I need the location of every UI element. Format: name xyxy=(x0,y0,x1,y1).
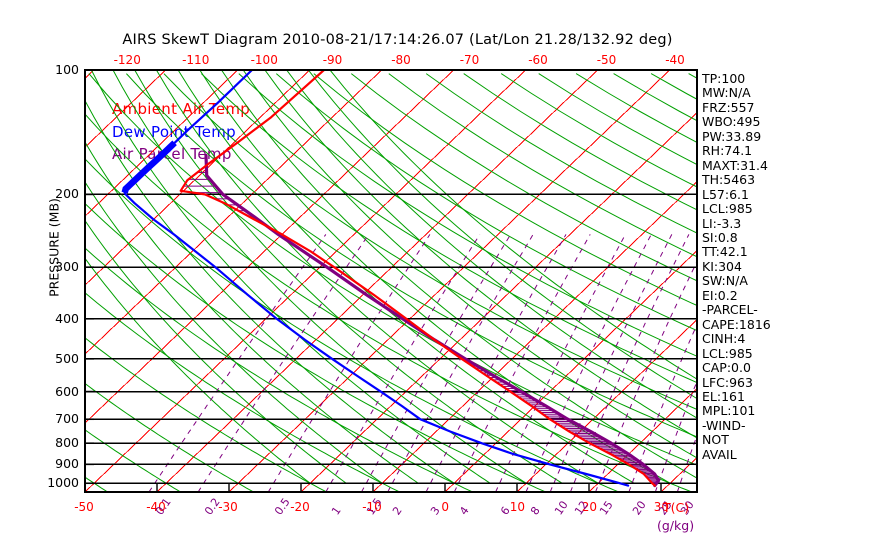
parameter-7: TH:5463 xyxy=(702,172,756,188)
parameter-panel: TP:100 MW:N/A FRZ:557 WBO:495 PW:33.89 RH:74.… xyxy=(702,71,862,462)
temp-tick-bottom-0: 0 xyxy=(441,500,450,514)
pressure-tick-100: 100 xyxy=(55,62,79,77)
parameter-17: CAPE:1816 xyxy=(702,316,771,332)
temp-tick-bottom--20: -20 xyxy=(290,500,310,514)
parameter-3: WBO:495 xyxy=(702,114,761,130)
mixing-ratio-tick-20: 20 xyxy=(630,498,649,518)
temp-tick-bottom--10: -10 xyxy=(362,500,382,514)
parameter-12: TT:42.1 xyxy=(702,244,748,260)
parameter-10: LI:-3.3 xyxy=(702,215,742,231)
temp-tick-top--100: -100 xyxy=(250,53,278,67)
temp-tick-bottom-10: 10 xyxy=(509,500,526,514)
parameter-25: NOT xyxy=(702,432,729,448)
parameter-24: -WIND- xyxy=(702,417,746,433)
parameter-14: SW:N/A xyxy=(702,273,748,289)
parameter-22: EL:161 xyxy=(702,388,745,404)
temp-tick-top--110: -110 xyxy=(182,53,210,67)
parameter-4: PW:33.89 xyxy=(702,128,762,144)
temp-tick-top--40: -40 xyxy=(665,53,685,67)
temp-tick-top--90: -90 xyxy=(322,53,343,67)
pressure-tick-500: 500 xyxy=(55,350,79,366)
parameter-9: LCL:985 xyxy=(702,201,753,217)
temp-tick-bottom--50: -50 xyxy=(74,500,94,514)
temp-tick-bottom-20: 20 xyxy=(581,500,598,514)
parameter-8: L57:6.1 xyxy=(702,186,749,202)
pressure-tick-700: 700 xyxy=(55,411,79,427)
parameter-21: LFC:963 xyxy=(702,374,753,390)
parameter-18: CINH:4 xyxy=(702,331,746,347)
pressure-tick-300: 300 xyxy=(55,259,79,275)
temp-tick-top--70: -70 xyxy=(459,53,480,67)
temp-tick-top--50: -50 xyxy=(596,53,617,67)
parameter-23: MPL:101 xyxy=(702,403,756,419)
pressure-tick-600: 600 xyxy=(55,383,79,399)
parameter-26: AVAIL xyxy=(702,446,737,462)
parameter-13: KI:304 xyxy=(702,258,742,274)
temp-tick-bottom-30: 30 xyxy=(653,500,670,514)
mixing-ratio-tick-0.2: 0.2 xyxy=(201,495,223,518)
mixing-ratio-tick-0.5: 0.5 xyxy=(271,495,293,518)
parameter-1: MW:N/A xyxy=(702,85,751,101)
parameter-0: TP:100 xyxy=(702,71,746,86)
pressure-tick-800: 800 xyxy=(55,435,79,451)
mixing-ratio-tick-15: 15 xyxy=(597,498,616,518)
pressure-tick-200: 200 xyxy=(55,186,79,202)
page-title: AIRS SkewT Diagram 2010-08-21/17:14:26.0… xyxy=(122,32,673,48)
parameter-2: FRZ:557 xyxy=(702,99,755,115)
mixing-ratio-tick-4: 4 xyxy=(456,504,472,518)
pressure-tick-1000: 1000 xyxy=(47,475,79,491)
legend-air-parcel-temp: Air Parcel Temp xyxy=(112,145,232,163)
parameter-11: SI:0.8 xyxy=(702,229,738,245)
parameter-5: RH:74.1 xyxy=(702,143,753,159)
mixing-ratio-tick-8: 8 xyxy=(527,504,543,518)
temp-tick-bottom--40: -40 xyxy=(146,500,166,514)
parameter-6: MAXT:31.4 xyxy=(702,157,768,173)
x-axis-label-temp: T(C) xyxy=(663,500,690,515)
pressure-tick-900: 900 xyxy=(55,456,79,472)
parameter-20: CAP:0.0 xyxy=(702,360,751,376)
parameter-16: -PARCEL- xyxy=(702,302,758,318)
temp-tick-top--80: -80 xyxy=(391,53,411,67)
temp-tick-top--60: -60 xyxy=(528,53,548,67)
parameter-19: LCL:985 xyxy=(702,345,753,361)
mixing-ratio-tick-0.1: 0.1 xyxy=(152,495,174,518)
temp-tick-top--120: -120 xyxy=(113,53,141,67)
mixing-ratio-tick-10: 10 xyxy=(551,498,571,518)
temp-tick-bottom--30: -30 xyxy=(218,500,238,514)
mixing-ratio-tick-1: 1 xyxy=(328,504,344,518)
mixing-ratio-tick-2: 2 xyxy=(390,504,406,518)
x-axis-label-mixing: (g/kg) xyxy=(657,518,695,533)
pressure-tick-400: 400 xyxy=(55,310,79,326)
legend-dew-point-temp: Dew Point Temp xyxy=(112,123,237,141)
mixing-ratio-tick-1.5: 1.5 xyxy=(364,495,385,518)
parameter-15: EI:0.2 xyxy=(702,287,738,303)
